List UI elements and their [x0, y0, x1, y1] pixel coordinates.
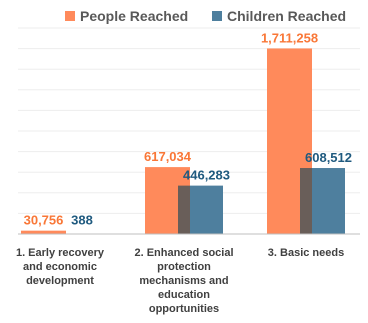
category-label-line: and economic — [23, 261, 97, 273]
category-label-line: 2. Enhanced social — [134, 247, 233, 259]
category-label-line: 1. Early recovery — [16, 247, 105, 259]
data-label-children-reached: 388 — [71, 213, 93, 228]
bar-overlap-shadow — [300, 168, 312, 234]
category-label-line: development — [26, 275, 94, 287]
bar-people-reached[interactable] — [21, 230, 66, 234]
category-label-line: mechanisms and — [139, 275, 228, 287]
category-label-line: education — [158, 289, 210, 301]
data-label-people-reached: 1,711,258 — [261, 30, 318, 45]
data-label-children-reached: 446,283 — [183, 168, 230, 183]
bar-overlap-shadow — [178, 185, 190, 234]
legend-label-children-reached: Children Reached — [227, 8, 346, 24]
data-label-people-reached: 617,034 — [144, 149, 192, 164]
category-label: 1. Early recovery and economic development — [16, 247, 105, 287]
category-label-line: protection — [157, 261, 211, 273]
legend-swatch-children-reached — [212, 11, 222, 21]
category-label-line: 3. Basic needs — [268, 247, 344, 259]
category-label: 3. Basic needs — [268, 247, 344, 259]
bar-children-reached[interactable] — [312, 168, 345, 234]
category-label: 2. Enhanced social protection mechanisms a… — [134, 247, 233, 315]
category-label-line: opportunities — [149, 303, 219, 315]
data-label-people-reached: 30,756 — [24, 213, 64, 228]
data-label-children-reached: 608,512 — [305, 150, 352, 165]
legend-label-people-reached: People Reached — [80, 8, 188, 24]
legend-swatch-people-reached — [65, 11, 75, 21]
bar-children-reached[interactable] — [190, 185, 223, 234]
